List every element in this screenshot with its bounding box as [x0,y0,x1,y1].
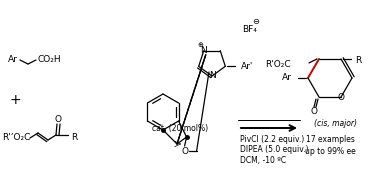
Text: cat. (20 mol%): cat. (20 mol%) [152,123,208,132]
Text: CO₂H: CO₂H [37,56,61,64]
Text: 17 examples: 17 examples [306,136,354,144]
Text: Ar: Ar [282,73,292,83]
Text: (cis, major): (cis, major) [314,119,357,129]
Text: BF₄: BF₄ [242,26,257,35]
Text: N: N [208,71,215,81]
Text: R: R [355,56,361,66]
Text: Ar': Ar' [241,62,254,71]
Text: R: R [71,132,77,142]
Text: +: + [9,93,21,107]
Text: O: O [337,92,345,102]
Text: DIPEA (5.0 equiv.): DIPEA (5.0 equiv.) [240,146,308,155]
FancyArrowPatch shape [241,125,295,131]
Text: R'O₂C: R'O₂C [265,60,291,70]
Text: PivCl (2.2 equiv.): PivCl (2.2 equiv.) [240,136,304,144]
Text: Ar: Ar [8,56,18,64]
Text: O: O [311,107,317,115]
Text: R'’O₂C: R'’O₂C [2,134,31,142]
Text: N: N [201,46,207,55]
Text: O: O [181,146,188,155]
Text: ⊕: ⊕ [198,42,204,48]
Text: DCM, -10 ºC: DCM, -10 ºC [240,155,286,165]
Text: ⊖: ⊖ [253,18,259,26]
Text: up to 99% ee: up to 99% ee [305,148,356,157]
Text: O: O [55,115,61,125]
